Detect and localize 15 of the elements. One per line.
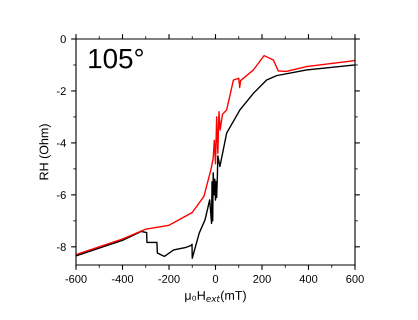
x-tick-label: -600: [65, 275, 87, 283]
y-tick-label: -6: [56, 191, 66, 199]
x-tick-label: 200: [253, 275, 271, 283]
x-tick-label: -200: [158, 275, 180, 283]
x-tick-label: 400: [299, 275, 318, 283]
x-axis-title: μ₀H$_{ext}$(mT): [185, 290, 246, 302]
x-tick-label: -400: [112, 275, 134, 283]
y-tick-label: -8: [56, 243, 66, 251]
y-tick-label: -2: [56, 87, 66, 95]
annotation: 105°: [89, 48, 143, 68]
y-tick-label: -4: [56, 139, 66, 147]
x-tick-label: 600: [346, 275, 364, 283]
y-axis-title: RH (Ohm): [39, 124, 51, 180]
y-tick-label: 0: [60, 35, 66, 44]
x-tick-label: 0: [212, 275, 218, 283]
